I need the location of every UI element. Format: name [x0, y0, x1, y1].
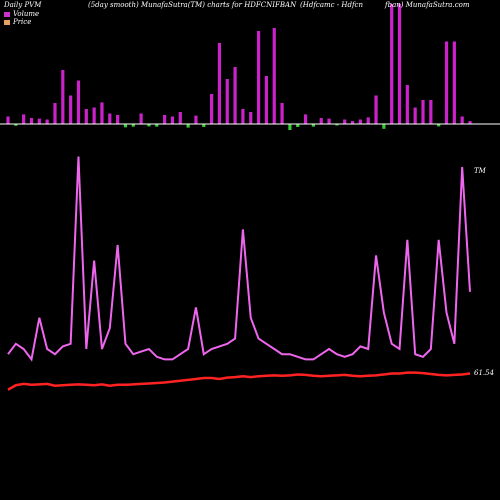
- volume-bar: [209, 94, 214, 124]
- legend-price: Price: [4, 18, 39, 26]
- volume-bar: [139, 113, 143, 124]
- price-line: [7, 371, 471, 391]
- volume-bar: [61, 70, 65, 124]
- chart-header-left: Daily PVM: [4, 1, 42, 9]
- volume-bar: [382, 124, 386, 129]
- volume-bar: [22, 114, 26, 124]
- volume-bar: [288, 124, 292, 130]
- volume-bar: [335, 124, 339, 126]
- legend-price-label: Price: [13, 18, 32, 26]
- volume-bar: [108, 113, 112, 124]
- volume-bar: [429, 100, 433, 124]
- volume-bar: [202, 124, 206, 127]
- volume-bar: [92, 107, 96, 124]
- pvm-line-label: TM: [474, 167, 486, 175]
- volume-bar: [327, 118, 331, 124]
- volume-bar: [194, 115, 198, 124]
- volume-bar: [366, 117, 370, 124]
- volume-bar: [225, 79, 229, 124]
- volume-bar: [405, 85, 409, 124]
- volume-bar: [217, 43, 222, 124]
- volume-bar: [413, 107, 417, 124]
- volume-bar: [390, 4, 394, 124]
- volume-bar: [249, 112, 253, 124]
- volume-bar: [147, 124, 151, 127]
- chart-header-site: fban) MunafaSutra.com: [385, 1, 470, 9]
- chart-legend: Volume Price: [4, 10, 39, 26]
- legend-volume-swatch: [4, 11, 10, 17]
- legend-volume-label: Volume: [13, 10, 40, 18]
- volume-bar: [296, 124, 300, 127]
- volume-bar: [280, 103, 284, 124]
- volume-bar: [37, 118, 41, 124]
- volume-bar: [123, 124, 128, 128]
- volume-bar: [76, 80, 81, 124]
- volume-bar: [45, 119, 49, 124]
- chart-header-symbol: (Hdfcamc - Hdfcn: [300, 1, 363, 9]
- volume-bar: [116, 115, 120, 124]
- volume-bar: [256, 31, 261, 124]
- volume-bar: [29, 118, 34, 124]
- volume-bar: [397, 4, 402, 124]
- volume-bar: [155, 124, 159, 127]
- volume-bar: [272, 28, 276, 124]
- volume-bar: [53, 103, 57, 124]
- chart-header-title: (5day smooth) MunafaSutra(TM) charts for…: [88, 1, 297, 9]
- volume-bar: [6, 116, 10, 124]
- volume-bar: [84, 109, 88, 124]
- volume-bar: [100, 102, 104, 124]
- volume-bar: [319, 118, 323, 124]
- volume-bar: [452, 41, 456, 124]
- volume-bar: [350, 121, 355, 124]
- volume-bar: [186, 124, 190, 128]
- volume-bar: [374, 95, 378, 124]
- volume-bar: [460, 116, 464, 124]
- price-end-label: 61.54: [474, 369, 495, 377]
- volume-bar: [444, 41, 449, 124]
- volume-bar: [170, 116, 175, 124]
- volume-bar: [303, 114, 308, 124]
- volume-bar: [241, 109, 245, 124]
- volume-bar: [233, 67, 237, 124]
- volume-bar: [69, 95, 73, 124]
- volume-bar: [421, 100, 425, 124]
- volume-bar: [343, 119, 347, 124]
- volume-bar: [358, 119, 362, 124]
- volume-bar: [468, 121, 472, 124]
- volume-bar: [131, 124, 135, 127]
- legend-volume: Volume: [4, 10, 39, 18]
- volume-bar: [311, 124, 315, 127]
- volume-bar: [14, 124, 18, 126]
- volume-bar: [178, 112, 182, 124]
- volume-bar: [163, 115, 167, 124]
- pvm-line: [7, 156, 471, 362]
- volume-bar: [437, 124, 441, 127]
- legend-price-swatch: [4, 19, 10, 25]
- volume-bar: [264, 76, 269, 124]
